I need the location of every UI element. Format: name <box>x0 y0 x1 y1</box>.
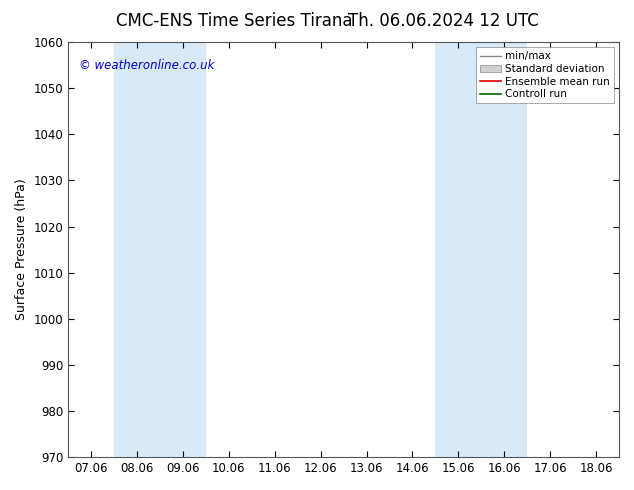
Text: Th. 06.06.2024 12 UTC: Th. 06.06.2024 12 UTC <box>349 12 539 30</box>
Y-axis label: Surface Pressure (hPa): Surface Pressure (hPa) <box>15 179 28 320</box>
Text: © weatheronline.co.uk: © weatheronline.co.uk <box>79 59 214 72</box>
Bar <box>436 42 527 457</box>
Text: CMC-ENS Time Series Tirana: CMC-ENS Time Series Tirana <box>116 12 353 30</box>
Bar <box>114 42 206 457</box>
Legend: min/max, Standard deviation, Ensemble mean run, Controll run: min/max, Standard deviation, Ensemble me… <box>476 47 614 103</box>
